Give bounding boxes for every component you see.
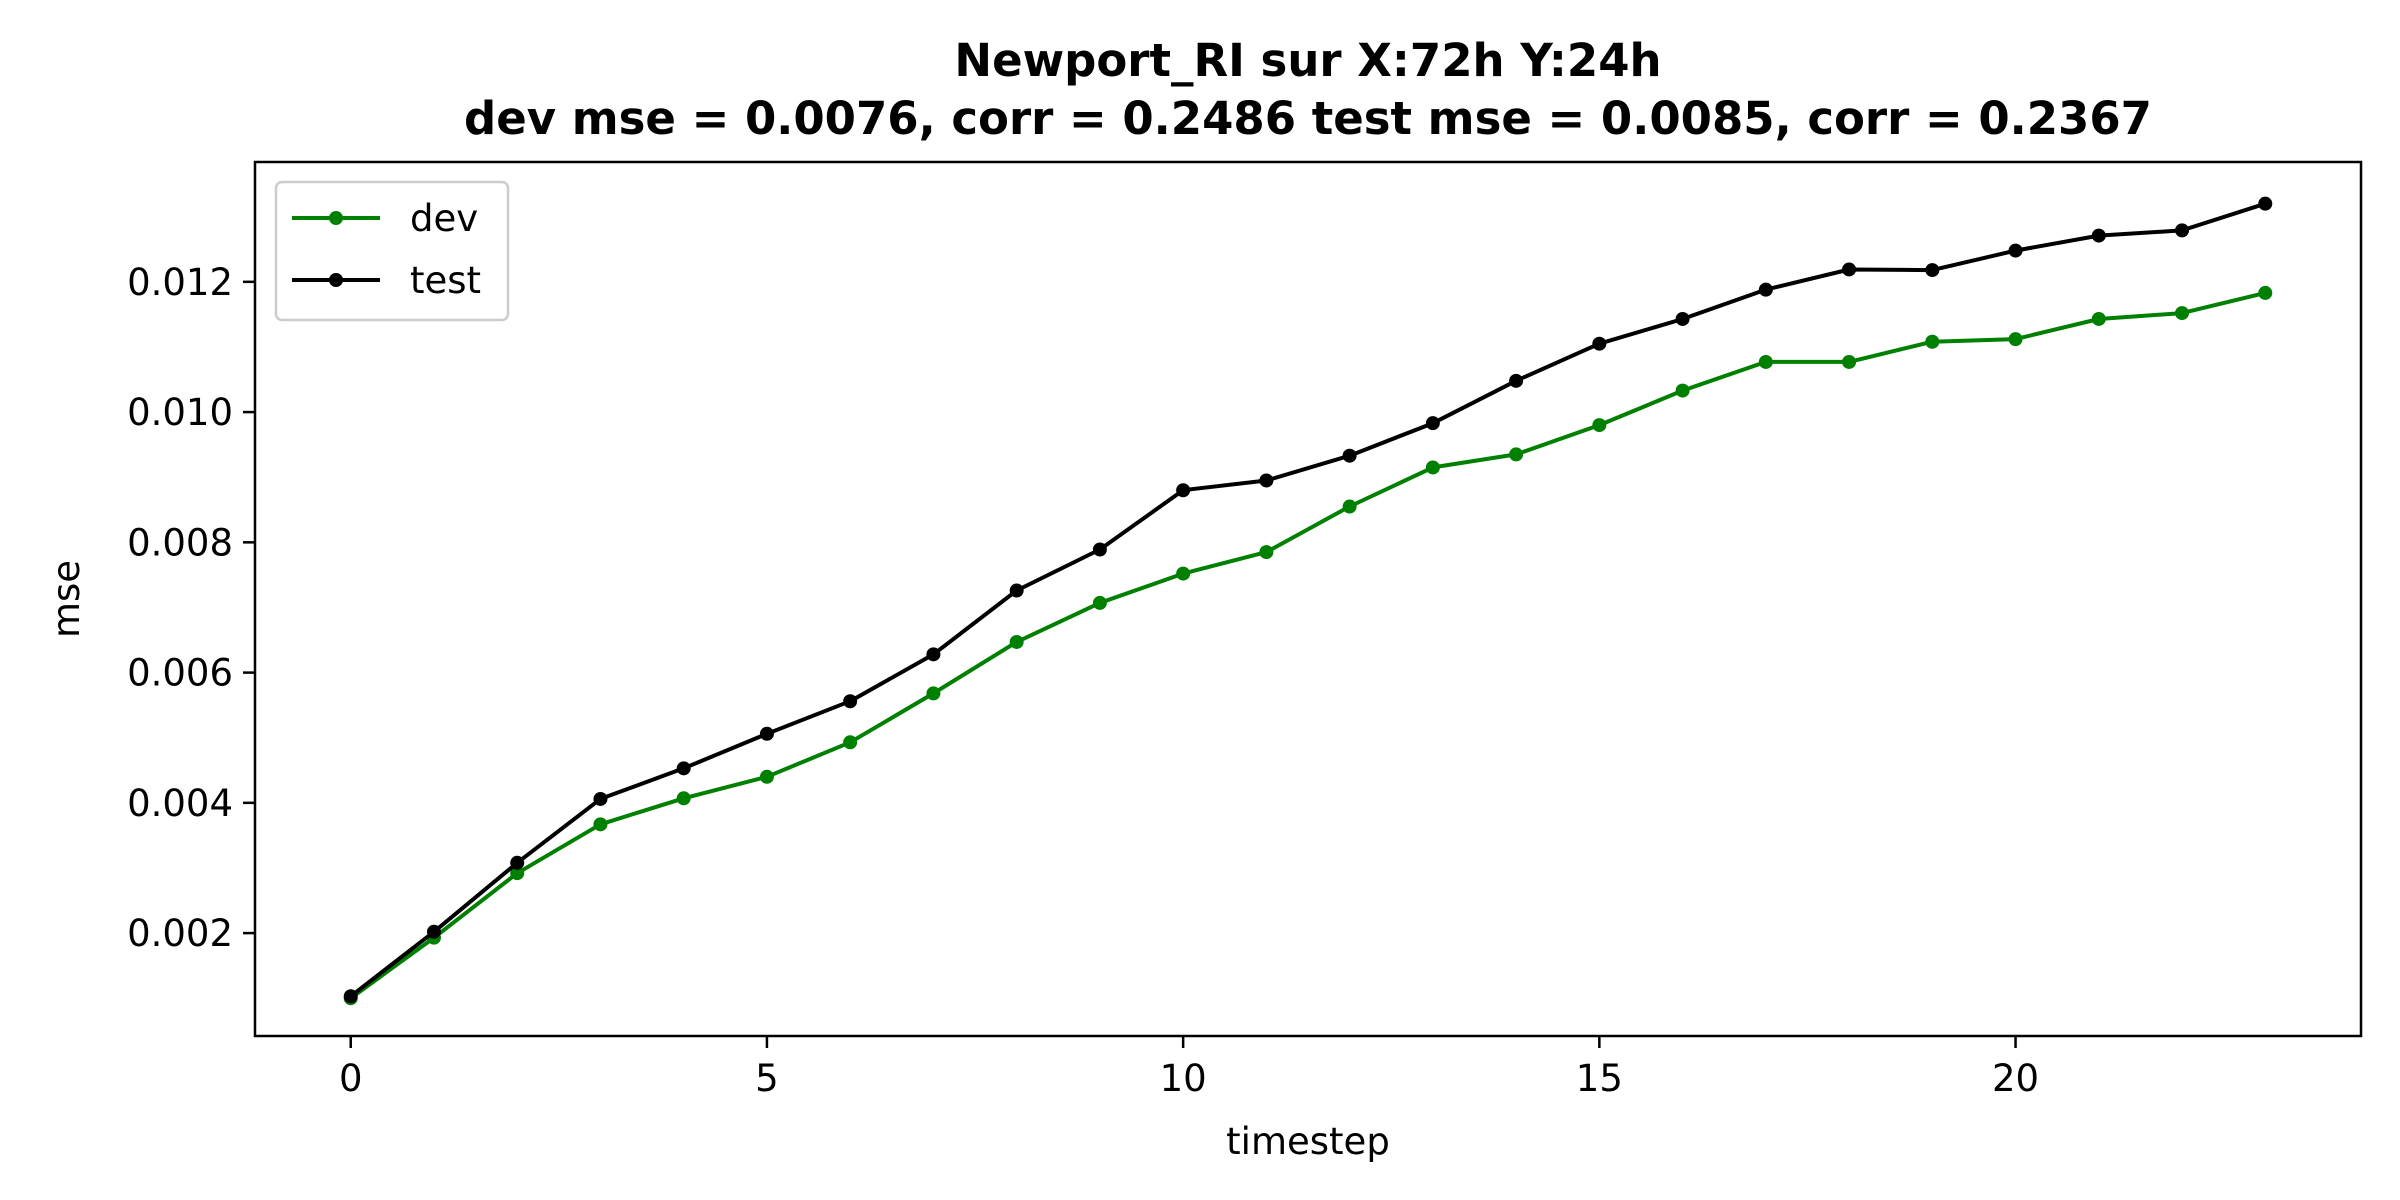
data-point-test xyxy=(1675,311,1690,326)
legend-marker-test xyxy=(329,273,343,287)
data-point-dev xyxy=(843,735,858,750)
x-axis: 0 5 10 15 20 xyxy=(339,1036,2039,1100)
data-point-dev xyxy=(759,769,774,784)
data-point-test xyxy=(510,855,525,870)
data-point-dev xyxy=(2175,306,2190,321)
data-point-test xyxy=(1092,542,1107,557)
data-point-test xyxy=(1176,483,1191,498)
data-point-dev xyxy=(676,791,691,806)
data-point-dev xyxy=(1925,334,1940,349)
data-point-dev xyxy=(1342,499,1357,514)
data-point-test xyxy=(2091,228,2106,243)
data-point-test xyxy=(926,647,941,662)
data-point-dev xyxy=(510,866,525,881)
y-tick-label: 0.004 xyxy=(127,782,233,825)
y-tick-label: 0.010 xyxy=(127,391,233,434)
data-point-test xyxy=(1259,473,1274,488)
data-point-test xyxy=(759,726,774,741)
y-tick-label: 0.002 xyxy=(127,912,233,955)
data-point-test xyxy=(676,761,691,776)
data-point-test xyxy=(843,694,858,709)
data-point-test xyxy=(2258,196,2273,211)
x-axis-label: timestep xyxy=(1226,1120,1390,1163)
data-point-dev xyxy=(593,817,608,832)
data-point-dev xyxy=(1509,447,1524,462)
data-point-dev xyxy=(2091,311,2106,326)
x-tick-label: 15 xyxy=(1576,1057,1623,1100)
series-line-test xyxy=(349,201,2266,998)
data-point-test xyxy=(1009,583,1024,598)
data-point-dev xyxy=(1425,460,1440,475)
data-point-test xyxy=(426,924,441,939)
data-point-dev xyxy=(1675,383,1690,398)
data-point-test xyxy=(1592,336,1607,351)
chart-title: Newport_RI sur X:72h Y:24h xyxy=(954,34,1661,87)
data-point-dev xyxy=(1758,354,1773,369)
data-point-dev xyxy=(1176,566,1191,581)
data-point-test xyxy=(2175,223,2190,238)
chart-subtitle: dev mse = 0.0076, corr = 0.2486 test mse… xyxy=(464,92,2152,145)
series-line-dev xyxy=(349,290,2266,1000)
data-point-test xyxy=(593,791,608,806)
legend-marker-dev xyxy=(329,211,343,225)
data-point-test xyxy=(1342,448,1357,463)
x-tick-label: 10 xyxy=(1160,1057,1207,1100)
data-point-dev xyxy=(1009,634,1024,649)
data-point-dev xyxy=(1092,595,1107,610)
plot-area xyxy=(343,196,2273,1006)
x-tick-label: 0 xyxy=(339,1057,363,1100)
x-tick-label: 5 xyxy=(755,1057,779,1100)
y-tick-label: 0.006 xyxy=(127,652,233,695)
y-tick-label: 0.008 xyxy=(127,521,233,564)
data-point-dev xyxy=(1592,418,1607,433)
data-point-dev xyxy=(1842,354,1857,369)
plot-frame xyxy=(253,160,2363,1038)
data-point-test xyxy=(1842,262,1857,277)
legend-label-dev: dev xyxy=(410,197,478,240)
data-point-test xyxy=(1758,282,1773,297)
y-axis-label: mse xyxy=(45,560,88,638)
data-point-test xyxy=(343,989,358,1004)
data-point-test xyxy=(1925,263,1940,278)
data-point-dev xyxy=(1259,545,1274,560)
legend-label-test: test xyxy=(410,259,481,302)
data-point-dev xyxy=(926,686,941,701)
data-point-test xyxy=(1425,416,1440,431)
data-point-dev xyxy=(2258,285,2273,300)
x-tick-label: 20 xyxy=(1992,1057,2039,1100)
data-point-test xyxy=(2008,243,2023,258)
data-point-dev xyxy=(2008,332,2023,347)
y-axis: 0.002 0.004 0.006 0.008 0.010 0.012 xyxy=(127,261,255,955)
y-tick-label: 0.012 xyxy=(127,261,233,304)
data-point-test xyxy=(1509,373,1524,388)
legend: dev test xyxy=(274,180,510,322)
